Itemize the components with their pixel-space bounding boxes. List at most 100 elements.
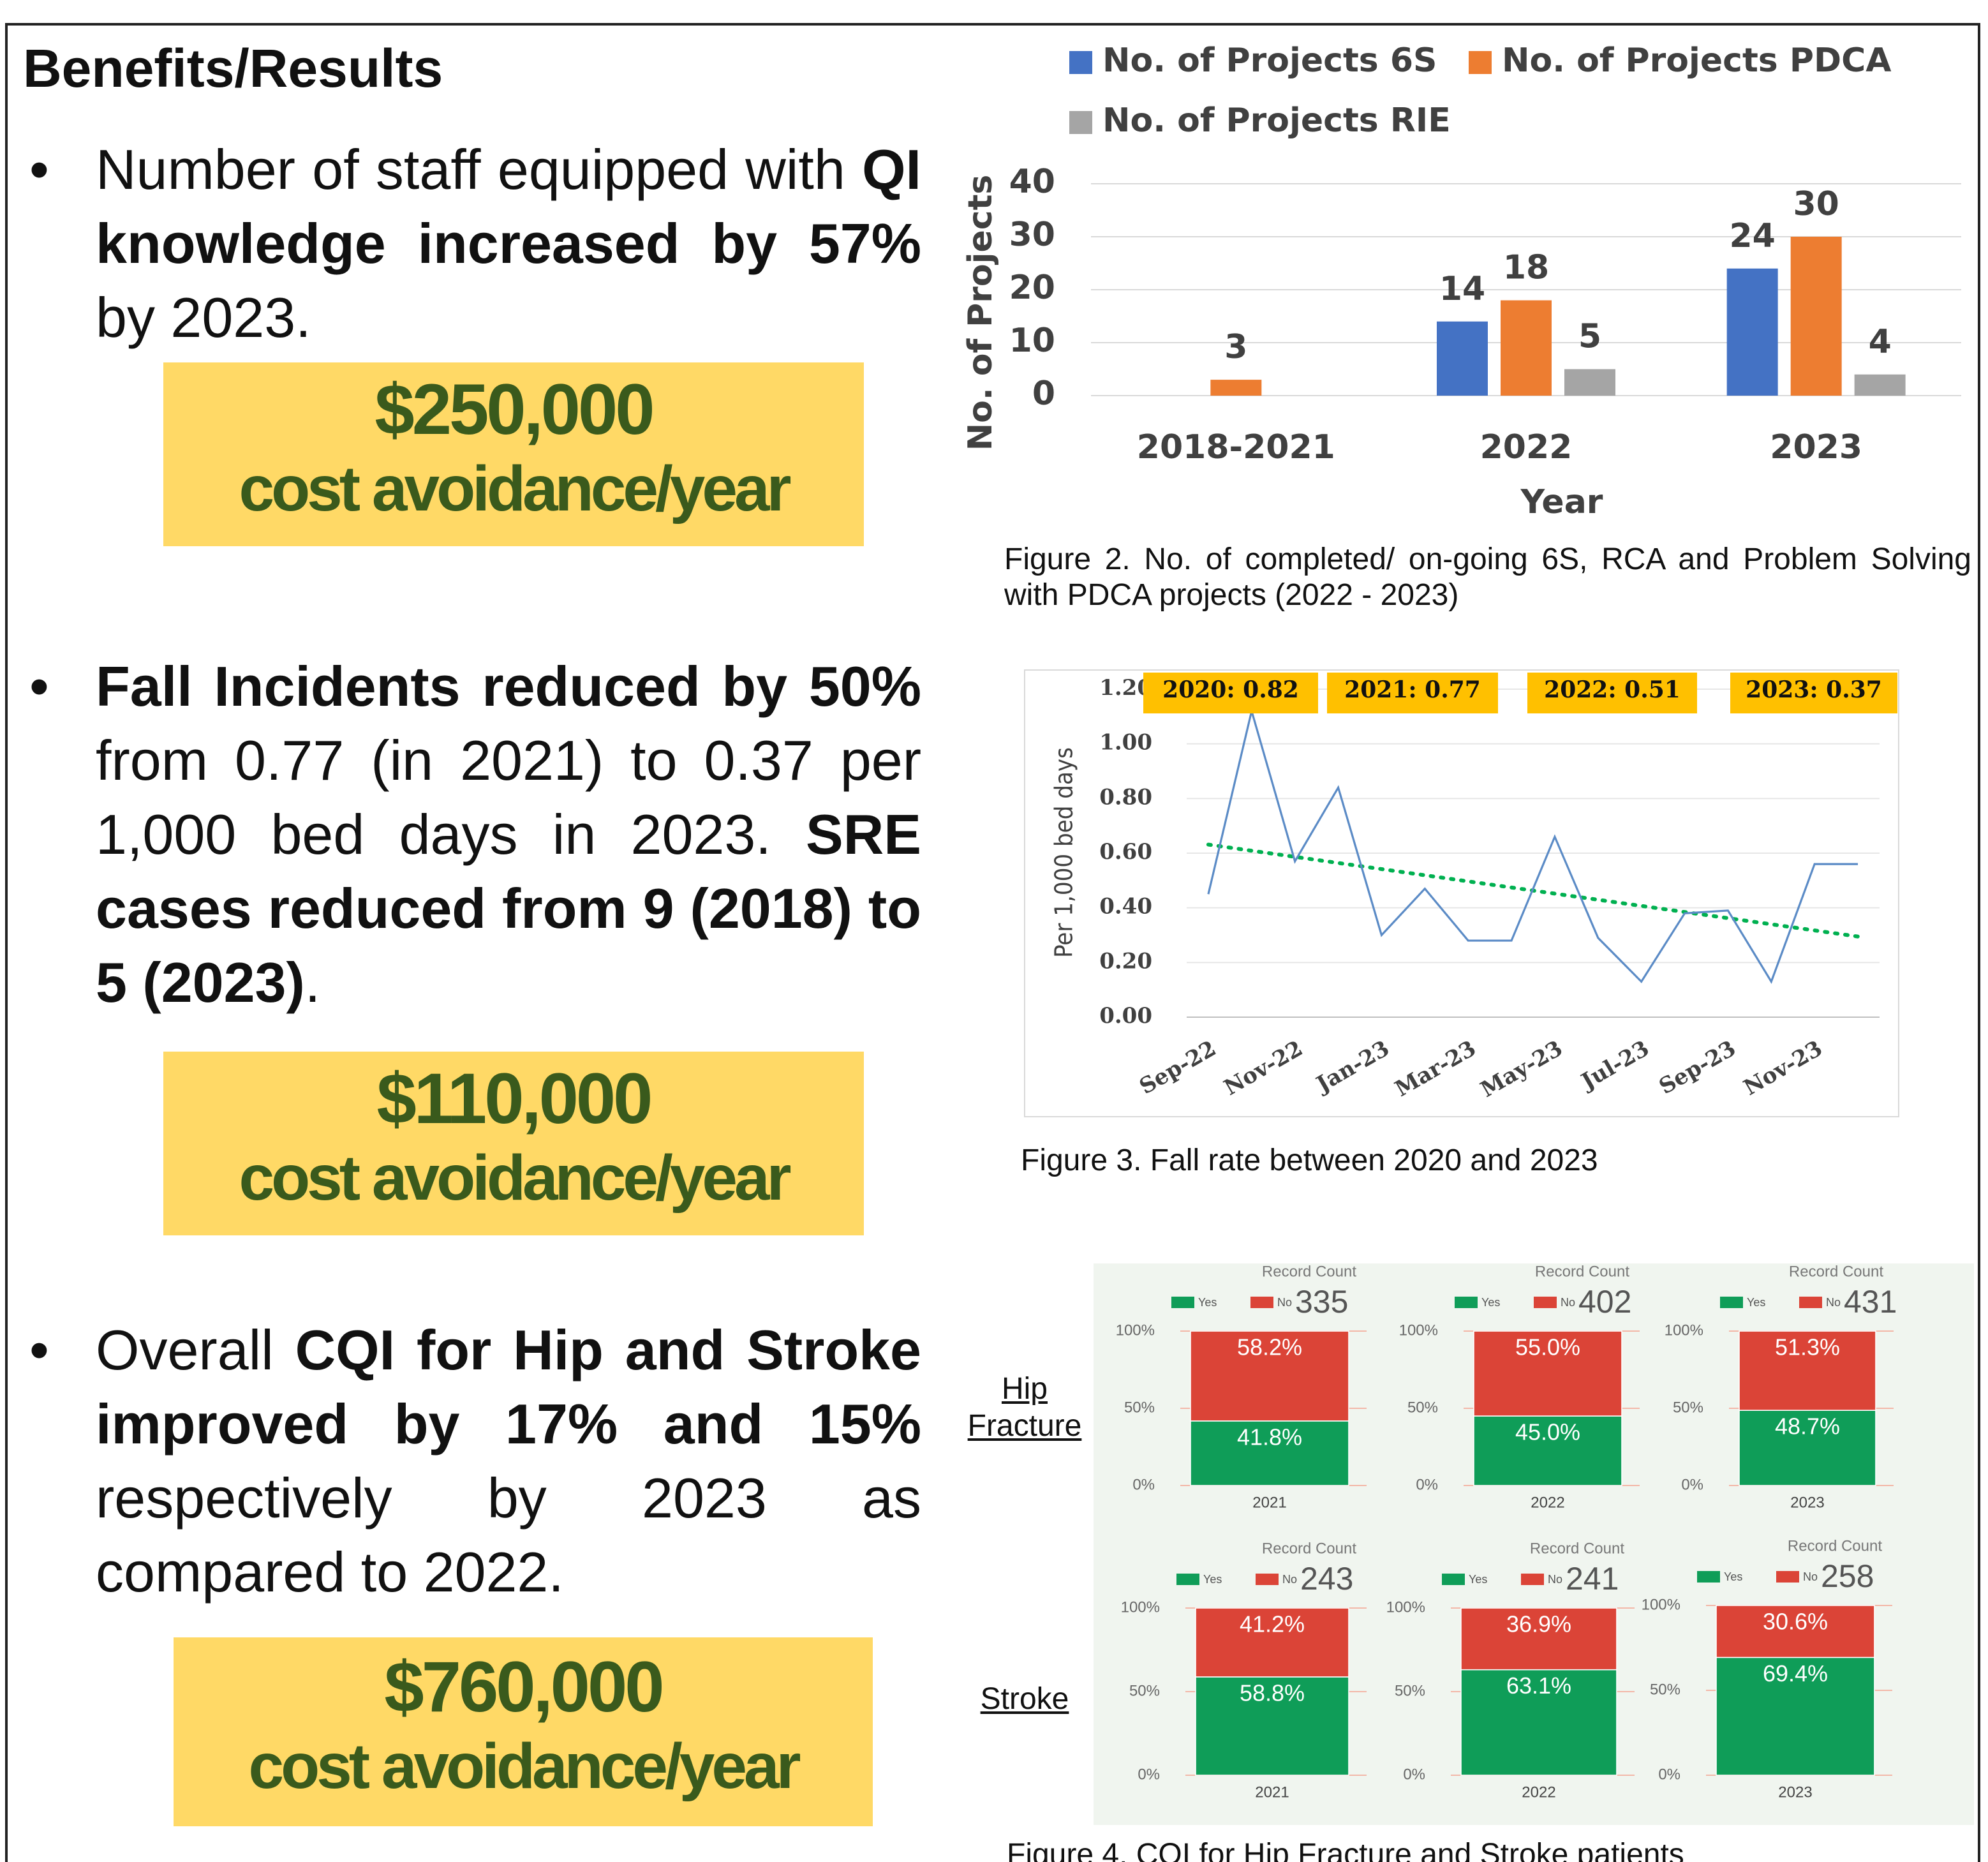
bar (1210, 380, 1262, 396)
legend-swatch (1171, 1297, 1194, 1308)
legend-label: Yes (1198, 1296, 1217, 1309)
data-label: 41.2% (1240, 1611, 1305, 1637)
y-tick-label: 100% (1642, 1596, 1680, 1613)
data-label: 5 (1578, 318, 1601, 356)
count-title: Record Count (1789, 1263, 1883, 1280)
data-label: 30.6% (1763, 1609, 1828, 1635)
x-tick-label: 2021 (1252, 1494, 1286, 1511)
record-count: 402 (1578, 1284, 1631, 1320)
y-tick-label: 0% (1138, 1766, 1160, 1783)
legend-label: No (1548, 1573, 1562, 1586)
text: Overall (96, 1320, 295, 1382)
text: respectively by 2023 as compared to 2022… (96, 1468, 921, 1604)
legend-label: Yes (1481, 1296, 1500, 1309)
x-axis-label: Year (1520, 483, 1603, 521)
x-tick-label: 2021 (1255, 1784, 1289, 1801)
data-label: 18 (1503, 249, 1549, 287)
row-label: Hip Fracture (967, 1372, 1082, 1443)
data-label: 58.2% (1237, 1334, 1302, 1360)
legend-swatch (1176, 1574, 1199, 1585)
data-label: 45.0% (1515, 1419, 1580, 1445)
legend-label: Yes (1203, 1573, 1222, 1586)
legend-swatch (1776, 1571, 1799, 1583)
y-tick-label: 50% (1673, 1399, 1703, 1416)
x-tick-label: 2018-2021 (1137, 428, 1335, 466)
data-label: 48.7% (1775, 1413, 1840, 1440)
record-count: 241 (1566, 1561, 1619, 1597)
y-tick-label: 50% (1407, 1399, 1438, 1416)
y-tick-label: 0.20 (1099, 948, 1152, 974)
y-tick-label: 0% (1416, 1476, 1438, 1493)
y-tick-label: 100% (1665, 1322, 1703, 1339)
legend-swatch (1521, 1574, 1544, 1585)
savings-label: cost avoidance/year (248, 1731, 801, 1802)
bold-text: SRE cases reduced from 9 (2018) to 5 (20… (96, 804, 921, 1015)
line (1207, 706, 1858, 984)
data-label: 36.9% (1506, 1611, 1571, 1637)
legend-label: No (1282, 1573, 1297, 1586)
annotation: 2022: 0.51 (1544, 676, 1680, 703)
bar-segment (1473, 1330, 1622, 1417)
data-label: 63.1% (1506, 1672, 1571, 1699)
text: by 2023. (96, 287, 311, 350)
savings-label: cost avoidance/year (239, 453, 791, 525)
bar-segment (1716, 1605, 1875, 1658)
bullet-text: Overall CQI for Hip and Stroke improved … (29, 1315, 921, 1611)
caption: Figure 4. CQI for Hip Fracture and Strok… (1007, 1838, 1684, 1862)
bar-segment (1739, 1410, 1876, 1486)
legend-label: Yes (1724, 1570, 1742, 1583)
bar-segment (1739, 1330, 1876, 1411)
data-label: 14 (1439, 270, 1485, 308)
y-tick-label: 10 (1009, 322, 1055, 360)
savings-amount: $110,000 (376, 1058, 653, 1138)
data-label: 3 (1224, 328, 1247, 366)
y-tick-label: 100% (1121, 1598, 1160, 1616)
legend-label: No (1826, 1296, 1841, 1309)
y-tick-label: 0% (1132, 1476, 1155, 1493)
y-tick-label: 0.40 (1099, 894, 1152, 920)
bold-text: QI knowledge increased by 57% (96, 139, 921, 276)
bar-segment (1195, 1607, 1349, 1678)
annotation-box (1730, 673, 1897, 713)
bar-segment (1190, 1330, 1349, 1422)
x-tick-label: 2023 (1790, 1494, 1824, 1511)
count-title: Record Count (1535, 1263, 1629, 1280)
bar (1501, 300, 1552, 396)
data-label: 41.8% (1237, 1424, 1302, 1450)
savings-box: $760,000 cost avoidance/year (174, 1637, 873, 1826)
legend-label: No (1277, 1296, 1292, 1309)
legend-swatch (1250, 1297, 1273, 1308)
legend-swatch (1799, 1297, 1822, 1308)
savings-label: cost avoidance/year (239, 1142, 791, 1214)
y-tick-label: 0.60 (1099, 839, 1152, 865)
bar (1564, 369, 1615, 396)
bar-segment (1460, 1669, 1617, 1776)
caption: Figure 3. Fall rate between 2020 and 202… (1021, 1143, 1598, 1178)
text: . (304, 952, 321, 1015)
x-tick-label: 2023 (1778, 1784, 1812, 1801)
record-count: 243 (1300, 1561, 1353, 1597)
count-title: Record Count (1530, 1540, 1624, 1557)
savings-amount: $250,000 (375, 369, 655, 449)
y-tick-label: 0.80 (1099, 784, 1152, 810)
legend-swatch (1069, 51, 1092, 74)
savings-box: $250,000 cost avoidance/year (163, 362, 864, 546)
legend-swatch (1069, 111, 1092, 134)
y-tick-label: 100% (1386, 1598, 1425, 1616)
data-label: 4 (1869, 323, 1892, 361)
legend-swatch (1469, 51, 1492, 74)
y-tick-label: 50% (1129, 1682, 1160, 1699)
data-label: 24 (1729, 217, 1775, 255)
legend-label: No (1561, 1296, 1575, 1309)
count-title: Record Count (1262, 1540, 1356, 1557)
row-label: Stroke (980, 1682, 1069, 1717)
count-title: Record Count (1262, 1263, 1356, 1280)
y-tick-label: 0% (1403, 1766, 1425, 1783)
legend-label: No. of Projects 6S (1102, 41, 1437, 80)
bar (1790, 237, 1842, 396)
annotation: 2021: 0.77 (1344, 676, 1481, 703)
savings-amount: $760,000 (384, 1646, 664, 1727)
y-tick-label: 0 (1032, 375, 1055, 413)
bar (1726, 268, 1778, 396)
